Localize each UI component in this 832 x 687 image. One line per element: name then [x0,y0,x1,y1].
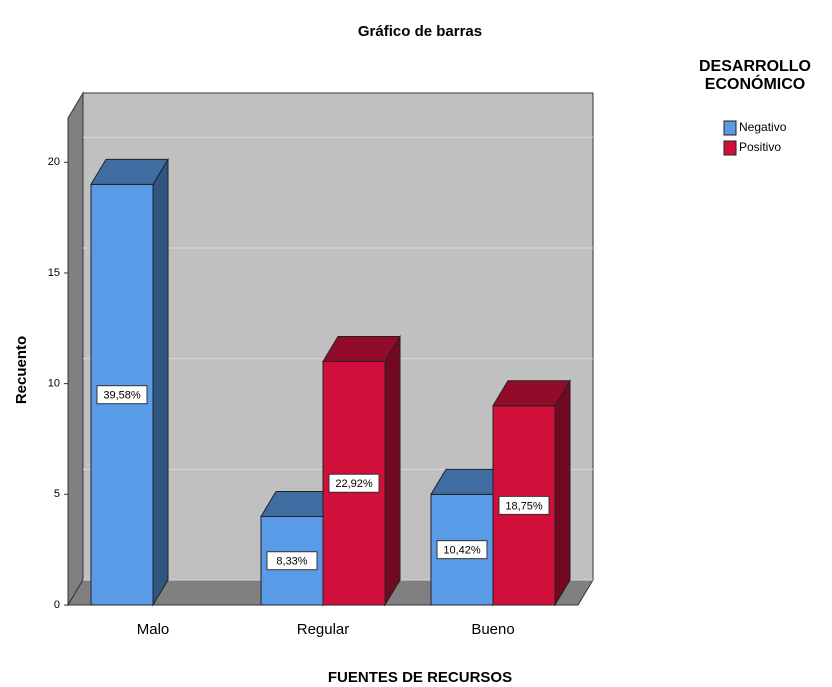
label-box [96,385,148,405]
label-box [266,551,318,571]
bar-top [90,158,169,185]
x-tick-label: Bueno [471,621,514,638]
y-axis-label: Recuento [13,336,30,404]
value-label: 39,58% [103,390,141,402]
legend-label: Positivo [739,140,781,154]
value-label: 10,42% [443,545,481,557]
bar-side [152,157,169,607]
x-tick-label: Regular [297,621,350,638]
y-tick-label: 10 [48,378,60,390]
label-box [498,495,550,515]
y-tick-label: 5 [54,488,60,500]
legend-swatch [723,140,737,156]
value-label: 22,92% [335,478,373,490]
value-label: 8,33% [276,556,307,568]
label-box [436,540,488,560]
bar-top [492,380,571,407]
x-axis-label: FUENTES DE RECURSOS [328,669,512,686]
bar-top [322,336,401,362]
chart-title: Gráfico de barras [358,23,482,40]
y-tick-label: 20 [48,156,60,168]
legend-label: Negativo [739,120,787,134]
value-label: 18,75% [505,500,543,512]
bar-side [554,378,571,607]
y-tick-label: 0 [54,599,60,611]
label-box [328,473,380,493]
y-tick-label: 15 [48,267,60,279]
side-wall [67,91,84,607]
legend-swatch [723,120,737,136]
x-tick-label: Malo [137,621,170,638]
bar-side [384,334,401,607]
legend-title: DESARROLLO ECONÓMICO [699,58,811,93]
